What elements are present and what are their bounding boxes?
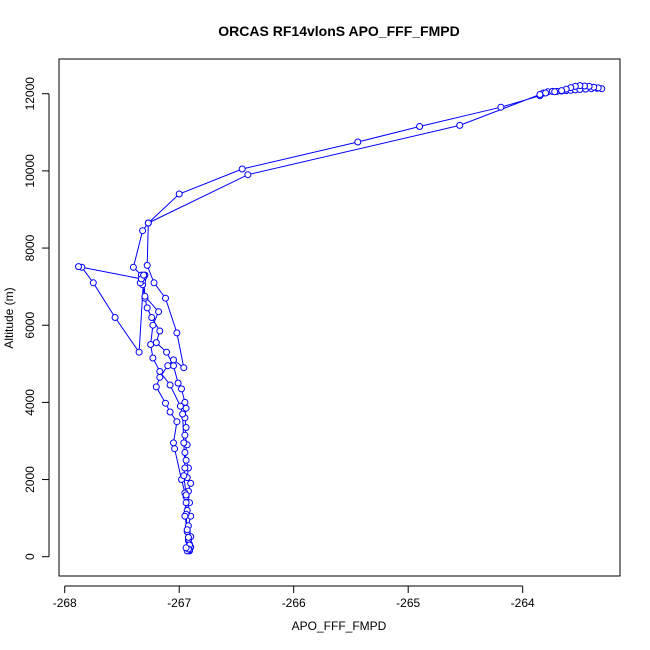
y-tick-label: 10000 (23, 154, 37, 188)
y-tick-label: 8000 (23, 234, 37, 261)
data-point (182, 424, 190, 431)
data-point (184, 533, 192, 541)
data-point (163, 348, 171, 356)
data-point (181, 398, 189, 406)
data-point (181, 449, 189, 456)
data-point (162, 399, 169, 407)
y-axis-label: Altitude (m) (2, 287, 16, 348)
data-point (111, 314, 119, 321)
data-point (187, 479, 195, 487)
data-point (416, 123, 424, 130)
data-point (558, 87, 566, 95)
y-tick-label: 4000 (23, 389, 37, 416)
data-point (156, 373, 164, 381)
data-point (182, 544, 190, 552)
data-point (170, 362, 177, 370)
data-point (182, 499, 190, 507)
chart-title: ORCAS RF14vlonS APO_FFF_FMPD (218, 23, 459, 39)
data-point (152, 383, 160, 391)
x-axis-label: APO_FFF_FMPD (292, 619, 387, 633)
x-tick-label: -265 (396, 596, 420, 610)
data-point (173, 329, 181, 337)
data-point (129, 263, 137, 271)
data-point (174, 379, 182, 387)
data-point (176, 402, 184, 410)
series-line (78, 85, 602, 553)
data-point (180, 364, 188, 372)
data-point (156, 327, 164, 335)
data-point (149, 354, 157, 362)
data-point (75, 263, 82, 271)
data-point (175, 190, 183, 198)
data-point (144, 219, 152, 227)
data-point (171, 445, 179, 453)
data-point (179, 410, 187, 418)
data-point (148, 314, 156, 321)
data-point (182, 404, 190, 412)
data-point (166, 381, 174, 389)
data-point (162, 294, 169, 302)
data-series (75, 82, 606, 555)
y-tick-label: 0 (23, 553, 37, 560)
data-point (139, 227, 147, 235)
data-point (152, 339, 160, 347)
data-point (183, 526, 191, 534)
data-point (143, 304, 151, 312)
data-point (155, 308, 163, 316)
x-tick-label: -266 (282, 596, 306, 610)
plot-frame (58, 58, 621, 577)
data-point (181, 464, 189, 472)
x-tick-label: -264 (511, 596, 535, 610)
x-axis: -268 -267 -266 -265 -264 (53, 585, 535, 610)
data-point (147, 341, 155, 348)
x-tick-label: -267 (167, 596, 191, 610)
y-tick-label: 2000 (23, 466, 37, 493)
data-point (170, 356, 177, 364)
data-point (354, 138, 362, 146)
data-point (135, 348, 143, 356)
data-point (178, 385, 185, 393)
data-point (181, 512, 189, 520)
data-point (149, 321, 157, 329)
data-point (456, 121, 464, 129)
data-point (89, 279, 97, 287)
data-point (170, 439, 177, 447)
y-axis: 0 2000 4000 6000 8000 10000 12000 (23, 77, 50, 560)
data-point (238, 165, 246, 173)
data-point (173, 418, 181, 426)
data-point (182, 491, 190, 499)
y-tick-label: 12000 (23, 77, 37, 111)
data-point (140, 271, 148, 279)
data-point (551, 88, 559, 96)
data-point (181, 431, 189, 439)
data-point (156, 368, 164, 375)
data-point (164, 362, 172, 370)
data-point (182, 456, 190, 464)
data-point (536, 91, 544, 98)
x-tick-label: -268 (53, 596, 77, 610)
data-point (542, 89, 550, 97)
data-point (180, 472, 188, 480)
data-point (150, 279, 158, 287)
data-point (180, 439, 188, 447)
y-tick-label: 6000 (23, 312, 37, 339)
data-point (244, 171, 252, 179)
data-point (141, 292, 149, 300)
data-point (143, 261, 151, 269)
data-point (166, 408, 174, 416)
data-point (497, 103, 505, 111)
